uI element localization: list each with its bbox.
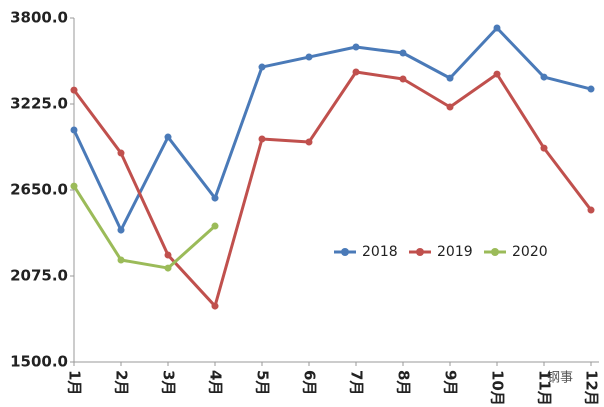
data-point bbox=[352, 43, 360, 51]
x-tick-label: 12月 bbox=[583, 370, 601, 406]
legend-marker bbox=[491, 248, 499, 256]
y-tick-label: 2075.0 bbox=[10, 267, 68, 285]
data-point bbox=[258, 135, 266, 143]
data-point bbox=[305, 138, 313, 146]
data-point bbox=[587, 85, 595, 93]
x-tick-label: 4月 bbox=[207, 370, 225, 395]
data-point bbox=[446, 103, 454, 111]
data-point bbox=[493, 24, 501, 32]
legend-label: 2020 bbox=[512, 244, 548, 260]
y-tick-label: 1500.0 bbox=[10, 353, 68, 371]
series-line bbox=[72, 26, 592, 232]
legend-label: 2018 bbox=[362, 244, 398, 260]
x-tick-label: 5月 bbox=[254, 370, 272, 395]
x-tick-label: 2月 bbox=[113, 370, 131, 395]
data-point bbox=[211, 302, 219, 310]
data-point bbox=[70, 182, 78, 190]
data-point bbox=[446, 74, 454, 82]
y-tick-label: 2650.0 bbox=[10, 181, 68, 199]
x-tick-label: 6月 bbox=[301, 370, 319, 395]
data-point bbox=[587, 206, 595, 214]
data-point bbox=[70, 126, 78, 134]
legend-label: 2019 bbox=[437, 244, 473, 260]
data-point bbox=[305, 53, 313, 61]
legend-marker bbox=[341, 248, 349, 256]
x-tick-label: 1月 bbox=[66, 370, 84, 395]
data-point bbox=[117, 256, 125, 264]
y-tick-label: 3225.0 bbox=[10, 95, 68, 113]
data-point bbox=[164, 264, 172, 272]
data-point bbox=[117, 149, 125, 157]
x-tick-label: 11月 bbox=[536, 370, 554, 406]
series-line bbox=[72, 70, 593, 308]
data-point bbox=[164, 133, 172, 141]
data-point bbox=[540, 144, 548, 152]
data-point bbox=[399, 49, 407, 57]
series-line bbox=[72, 185, 216, 270]
x-tick-label: 10月 bbox=[489, 370, 507, 406]
data-point bbox=[117, 226, 125, 234]
data-point bbox=[211, 222, 219, 230]
x-tick-label: 9月 bbox=[442, 370, 460, 395]
data-point bbox=[211, 194, 219, 202]
data-point bbox=[70, 86, 78, 94]
legend-marker bbox=[416, 248, 424, 256]
data-point bbox=[399, 75, 407, 83]
data-point bbox=[258, 63, 266, 71]
data-point bbox=[164, 251, 172, 259]
x-tick-label: 7月 bbox=[348, 370, 366, 395]
y-tick-label: 3800.0 bbox=[10, 9, 68, 27]
x-tick-label: 3月 bbox=[160, 370, 178, 395]
data-point bbox=[352, 68, 360, 76]
x-tick-label: 8月 bbox=[395, 370, 413, 395]
watermark: 钢事 bbox=[547, 371, 573, 386]
data-point bbox=[493, 70, 501, 78]
data-point bbox=[540, 73, 548, 81]
